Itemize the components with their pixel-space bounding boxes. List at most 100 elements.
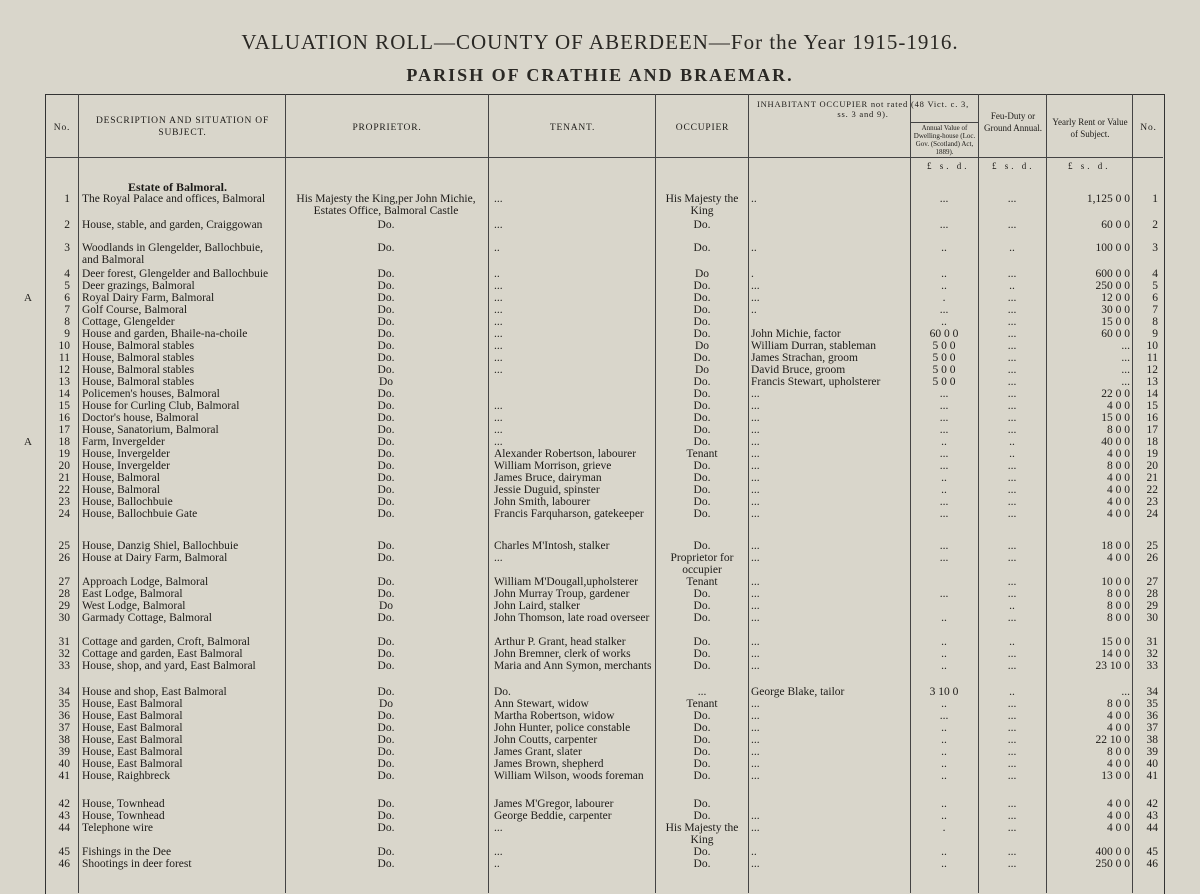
row-proprietor: Do. <box>377 292 395 304</box>
margin-mark: A <box>24 436 32 448</box>
row-inhabitant: ... <box>751 612 760 624</box>
row-occupier: Proprietor for occupier <box>670 552 734 576</box>
row-proprietor: Do. <box>377 484 395 496</box>
row-tenant: Maria and Ann Symon, merchants <box>494 660 652 672</box>
row-occupier: Do. <box>693 648 711 660</box>
row-inhabitant: ... <box>751 412 760 424</box>
row-no: 15 <box>58 400 71 412</box>
row-feu-duty: ... <box>1007 798 1017 810</box>
row-inhabitant: ... <box>751 734 760 746</box>
row-rent: 23 10 0 <box>1095 660 1131 672</box>
row-occupier: Do. <box>693 722 711 734</box>
row-rent: 4 0 0 <box>1107 810 1130 822</box>
row-rent: 4 0 0 <box>1107 448 1130 460</box>
row-tenant: John Coutts, carpenter <box>494 734 598 746</box>
row-occupier: Do. <box>693 400 711 412</box>
row-no: 10 <box>58 340 71 352</box>
row-feu-duty: ... <box>1007 400 1017 412</box>
row-occupier: His Majesty the King <box>665 822 739 846</box>
row-description: House, shop, and yard, East Balmoral <box>82 660 256 672</box>
row-annual-value: ... <box>939 710 949 722</box>
row-inhabitant: ... <box>751 746 760 758</box>
row-no-right: 35 <box>1146 698 1159 710</box>
row-no-right: 28 <box>1146 588 1159 600</box>
row-no: 12 <box>58 364 71 376</box>
row-tenant: James M'Gregor, labourer <box>494 798 614 810</box>
row-occupier: Do. <box>693 858 711 870</box>
header-no: No. <box>53 123 71 133</box>
row-no-right: 9 <box>1152 328 1158 340</box>
row-description: Garmady Cottage, Balmoral <box>82 612 212 624</box>
row-rent: 600 0 0 <box>1095 268 1131 280</box>
row-rent: 60 0 0 <box>1101 328 1130 340</box>
row-proprietor: Do. <box>377 540 395 552</box>
row-feu-duty: ... <box>1007 219 1017 231</box>
row-proprietor: Do. <box>377 496 395 508</box>
row-tenant: John Murray Troup, gardener <box>494 588 630 600</box>
row-rent: 4 0 0 <box>1107 822 1130 834</box>
row-occupier: Do. <box>693 636 711 648</box>
row-occupier: Do. <box>693 660 711 672</box>
row-feu-duty: .. <box>1009 686 1015 698</box>
row-no: 37 <box>58 722 71 734</box>
row-occupier: Do. <box>693 472 711 484</box>
row-feu-duty: ... <box>1007 340 1017 352</box>
row-no: 36 <box>58 710 71 722</box>
row-description: House, Ballochbuie Gate <box>82 508 198 520</box>
row-tenant: William Morrison, grieve <box>494 460 612 472</box>
row-no-right: 45 <box>1146 846 1159 858</box>
row-annual-value: ... <box>939 460 949 472</box>
row-annual-value: .. <box>941 798 947 810</box>
row-feu-duty: .. <box>1009 242 1015 254</box>
row-rent: 4 0 0 <box>1107 552 1130 564</box>
row-rent: 8 0 0 <box>1107 600 1130 612</box>
row-annual-value: 60 0 0 <box>929 328 959 340</box>
header-no-right: No. <box>1140 123 1157 133</box>
row-no-right: 18 <box>1146 436 1159 448</box>
row-inhabitant: ... <box>751 448 760 460</box>
row-inhabitant: ... <box>751 496 760 508</box>
row-description: House, stable, and garden, Craiggowan <box>82 219 263 231</box>
row-no: 41 <box>58 770 71 782</box>
row-feu-duty: ... <box>1007 734 1017 746</box>
row-proprietor: Do. <box>377 352 395 364</box>
row-proprietor: Do. <box>377 770 395 782</box>
row-no: 17 <box>58 424 71 436</box>
row-no: 44 <box>58 822 71 834</box>
row-annual-value: .. <box>941 268 947 280</box>
row-description: House, Townhead <box>82 798 165 810</box>
row-rent: 8 0 0 <box>1107 698 1130 710</box>
row-occupier: Do. <box>693 508 711 520</box>
row-inhabitant: ... <box>751 822 760 834</box>
row-annual-value: 5 0 0 <box>932 364 956 376</box>
row-description: House, Balmoral <box>82 472 160 484</box>
row-no: 22 <box>58 484 71 496</box>
row-feu-duty: ... <box>1007 376 1017 388</box>
row-rent: 1,125 0 0 <box>1086 193 1130 205</box>
estate-heading: Estate of Balmoral. <box>128 180 227 194</box>
row-feu-duty: ... <box>1007 648 1017 660</box>
row-no-right: 44 <box>1146 822 1159 834</box>
row-rent: 4 0 0 <box>1107 710 1130 722</box>
row-inhabitant: Francis Stewart, upholsterer <box>751 376 881 388</box>
row-no-right: 25 <box>1146 540 1159 552</box>
header-yearly-rent: Yearly Rent or Value of Subject. <box>1052 117 1128 139</box>
row-feu-duty: ... <box>1007 722 1017 734</box>
row-feu-duty: ... <box>1007 304 1017 316</box>
row-rent: 4 0 0 <box>1107 722 1130 734</box>
row-proprietor: Do. <box>377 710 395 722</box>
row-rent: 22 0 0 <box>1101 388 1130 400</box>
row-occupier: Do. <box>693 316 711 328</box>
row-inhabitant: ... <box>751 400 760 412</box>
row-no-right: 29 <box>1146 600 1159 612</box>
row-description: Deer forest, Glengelder and Ballochbuie <box>82 268 269 280</box>
row-tenant: James Grant, slater <box>494 746 582 758</box>
row-description: House, Ballochbuie <box>82 496 173 508</box>
row-annual-value: .. <box>941 316 947 328</box>
row-proprietor: Do. <box>377 388 395 400</box>
row-no: 7 <box>64 304 70 316</box>
row-no: 34 <box>58 686 71 698</box>
row-annual-value: .. <box>941 746 947 758</box>
row-no: 11 <box>58 352 70 364</box>
row-no: 39 <box>58 746 71 758</box>
